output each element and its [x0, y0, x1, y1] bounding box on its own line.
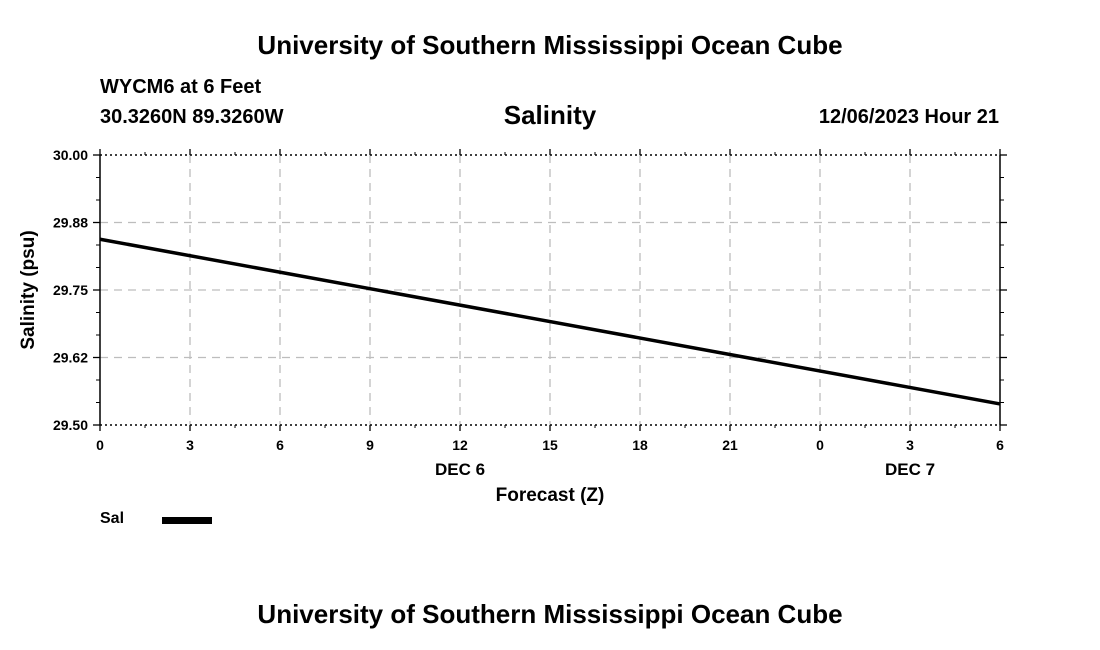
chart-title: Salinity	[503, 100, 597, 130]
x-tick-label: 12	[452, 437, 468, 453]
y-tick-label: 29.75	[53, 282, 88, 298]
x-tick-label: 6	[276, 437, 284, 453]
x-date-label: DEC 6	[435, 460, 485, 479]
x-tick-label: 15	[542, 437, 558, 453]
station-label: WYCM6 at 6 Feet	[100, 76, 262, 98]
station-coordinates: 30.3260N 89.3260W	[100, 106, 284, 128]
x-date-label: DEC 7	[885, 460, 935, 479]
x-tick-label: 18	[632, 437, 648, 453]
footer-title: University of Southern Mississippi Ocean…	[257, 599, 843, 629]
x-tick-label: 0	[816, 437, 824, 453]
series-line-sal	[99, 237, 1001, 406]
x-tick-label: 21	[722, 437, 738, 453]
legend-swatch	[162, 517, 212, 524]
x-axis-title: Forecast (Z)	[496, 485, 605, 506]
x-tick-label: 0	[96, 437, 104, 453]
legend-label: Sal	[100, 510, 125, 527]
y-tick-label: 29.88	[53, 215, 88, 231]
x-tick-label: 6	[996, 437, 1004, 453]
y-tick-label: 30.00	[53, 147, 88, 163]
x-tick-label: 9	[366, 437, 374, 453]
forecast-datetime: 12/06/2023 Hour 21	[818, 106, 999, 128]
x-tick-label: 3	[906, 437, 914, 453]
x-tick-label: 3	[186, 437, 194, 453]
y-tick-label: 29.62	[53, 350, 88, 366]
page-title: University of Southern Mississippi Ocean…	[257, 30, 843, 60]
y-tick-label: 29.50	[53, 417, 88, 433]
y-axis-title: Salinity (psu)	[18, 230, 39, 349]
